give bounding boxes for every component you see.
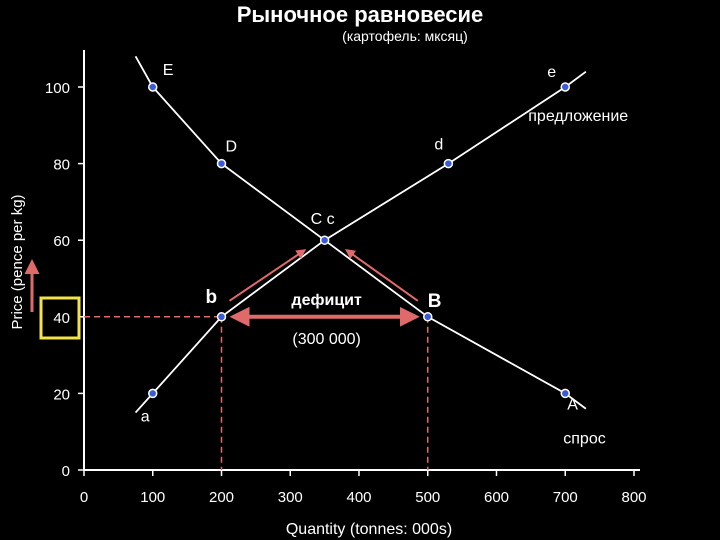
data-point: [319, 235, 330, 245]
y-tick-label: 100: [45, 80, 70, 97]
point-label: e: [547, 64, 556, 81]
point-label: B: [428, 291, 442, 312]
data-point: [560, 388, 570, 399]
y-tick-label: 60: [53, 233, 70, 250]
x-tick-label: 800: [621, 489, 646, 506]
point-label: C c: [311, 211, 335, 228]
highlight-box: [39, 296, 81, 340]
x-axis-label: Quantity (tonnes: 000s): [286, 521, 452, 538]
x-tick-label: 300: [278, 489, 303, 506]
data-point: [216, 312, 227, 322]
y-tick-label: 40: [53, 310, 70, 327]
series-label-demand: спрос: [563, 430, 605, 447]
point-label: A: [567, 396, 578, 413]
data-point: [423, 312, 433, 322]
x-tick-label: 400: [346, 489, 371, 506]
shortage-label: дефицит: [291, 292, 362, 309]
point-label: b: [206, 287, 218, 308]
y-axis-label: Price (pence per kg): [9, 194, 26, 329]
shortage-amount: (300 000): [292, 331, 361, 348]
y-tick-label: 80: [53, 157, 70, 174]
chart-subtitle: (картофель: мксяц): [342, 28, 468, 44]
data-point: [443, 158, 454, 169]
point-label: E: [163, 62, 174, 79]
chart-title: Рыночное равновесие: [236, 2, 484, 27]
data-point: [148, 82, 158, 92]
y-tick-label: 0: [62, 463, 70, 480]
data-point: [560, 82, 570, 92]
point-label: d: [434, 137, 443, 154]
x-tick-label: 600: [484, 489, 509, 506]
series-label-supply: предложение: [528, 108, 628, 125]
data-point: [216, 158, 227, 169]
series-line: [134, 55, 587, 410]
x-tick-label: 200: [209, 489, 234, 506]
series-line: [134, 70, 587, 414]
x-tick-label: 0: [80, 489, 88, 506]
x-tick-label: 100: [140, 489, 165, 506]
y-tick-label: 20: [53, 386, 70, 403]
adjust-arrow-right: [344, 249, 419, 302]
data-point: [148, 388, 158, 399]
x-tick-label: 700: [553, 489, 578, 506]
point-label: a: [141, 408, 150, 425]
x-tick-label: 500: [415, 489, 440, 506]
adjust-arrow-left: [228, 249, 307, 302]
point-label: D: [226, 139, 238, 156]
